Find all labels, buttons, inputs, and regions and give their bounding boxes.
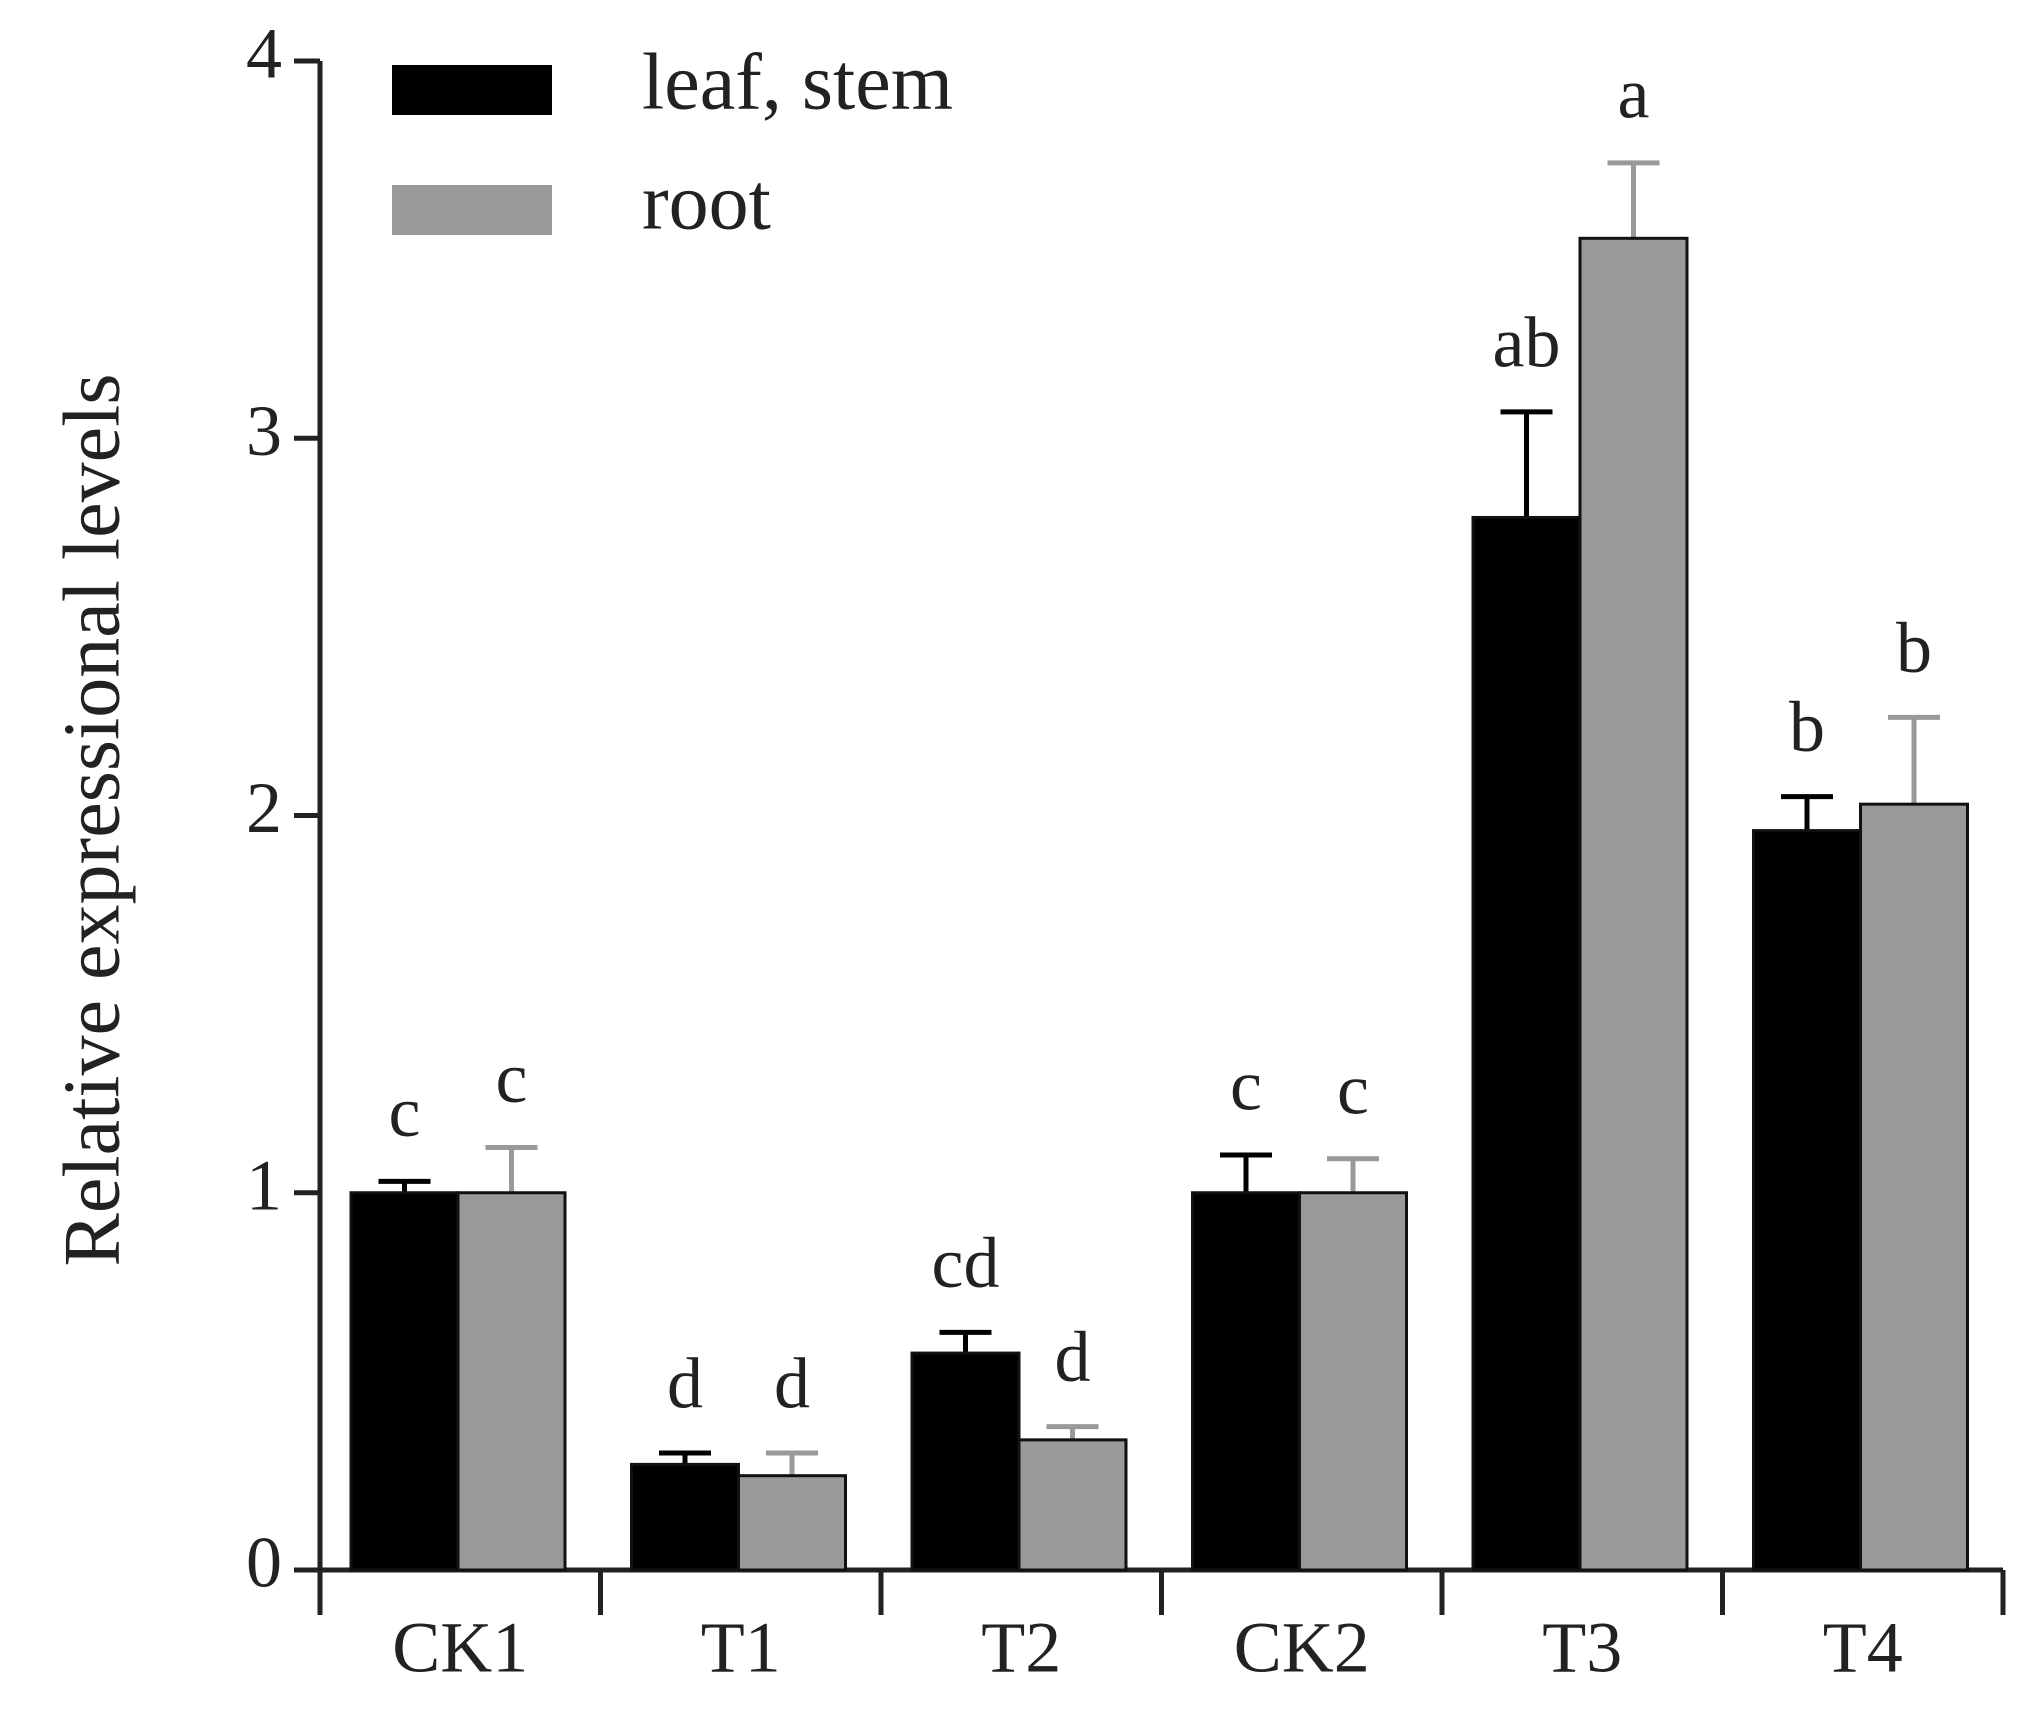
bar [630,1462,740,1572]
y-tick-label: 4 [246,14,282,94]
legend-swatch [392,65,552,115]
significance-letter: d [667,1344,703,1424]
y-tick-label: 3 [246,391,282,471]
bar [349,1191,460,1572]
significance-letter: c [1230,1046,1262,1126]
significance-letter: b [1896,608,1932,688]
y-tick-label: 1 [246,1145,282,1225]
bar [456,1191,567,1572]
significance-letter: d [774,1344,810,1424]
bar [1859,802,1969,1572]
x-tick-label: T4 [1823,1608,1903,1688]
y-tick-label: 2 [246,768,282,848]
bar [1578,236,1689,1572]
x-tick-label: CK1 [392,1608,528,1688]
bar [737,1474,847,1572]
legend-swatch [392,185,552,235]
x-tick-label: T3 [1542,1608,1622,1688]
significance-letter: a [1618,53,1650,133]
x-tick-label: CK2 [1234,1608,1370,1688]
x-tick-label: T1 [701,1608,781,1688]
significance-letter: ab [1493,302,1561,382]
significance-letter: cd [932,1223,1000,1303]
bar [1471,515,1582,1572]
bar [1752,829,1862,1572]
significance-letter: c [389,1072,421,1152]
y-axis-label: Relative expressional levels [48,373,136,1266]
y-tick-label: 0 [246,1523,282,1603]
legend-label: root [642,158,771,246]
legend-label: leaf, stem [642,38,953,126]
x-tick-label: T2 [981,1608,1061,1688]
bar [1017,1438,1128,1572]
bar [1191,1191,1301,1572]
bar [1298,1191,1408,1572]
significance-letter: b [1789,687,1825,767]
significance-letter: d [1055,1317,1091,1397]
significance-letter: c [496,1038,528,1118]
significance-letter: c [1337,1049,1369,1129]
bar [910,1351,1021,1572]
